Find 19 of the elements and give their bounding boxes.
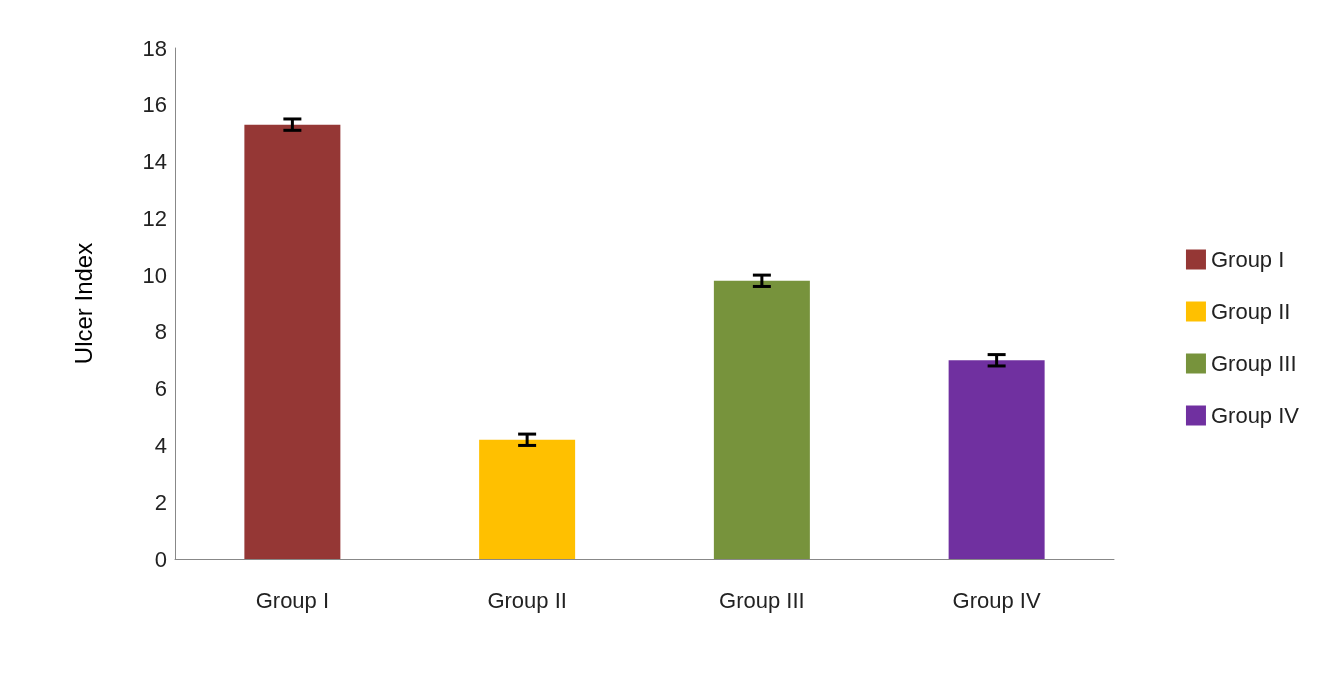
legend-label: Group IV: [1210, 403, 1300, 428]
y-tick-label: 0: [154, 546, 167, 572]
legend-label: Group II: [1210, 299, 1291, 324]
y-tick-label: 2: [154, 489, 167, 515]
y-tick-label: 4: [154, 432, 167, 458]
y-tick-label: 8: [154, 319, 167, 345]
y-tick-label: 18: [142, 35, 167, 61]
y-tick-label: 10: [142, 262, 167, 288]
x-tick-label: Group IV: [952, 587, 1041, 613]
legend-label: Group III: [1210, 351, 1297, 376]
x-tick-label: Group I: [255, 587, 330, 613]
legend-label: Group I: [1210, 247, 1285, 272]
y-tick-label: 12: [142, 205, 167, 231]
y-axis-title: Ulcer Index: [69, 242, 97, 365]
y-tick-label: 16: [142, 92, 167, 118]
y-tick-label: 14: [142, 149, 167, 175]
y-tick-label: 6: [154, 376, 167, 402]
x-tick-label: Group III: [719, 587, 805, 613]
x-tick-label: Group II: [487, 587, 567, 613]
